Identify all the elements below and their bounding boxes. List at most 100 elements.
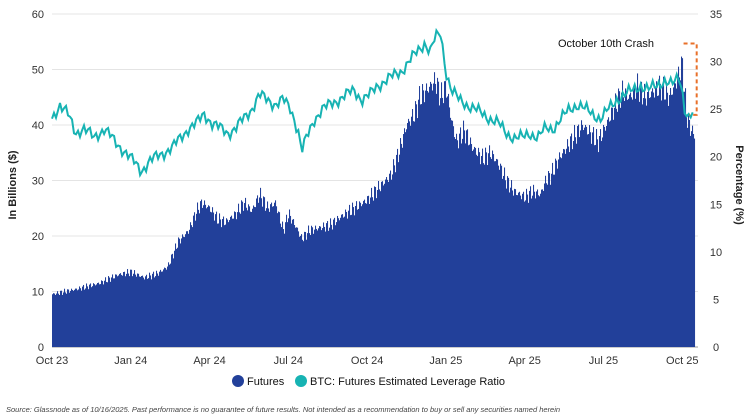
futures-bar [136,276,138,347]
futures-bar [679,77,681,348]
legend-leverage-marker [295,375,307,387]
futures-bar [232,218,234,347]
futures-bar [512,190,514,347]
futures-bar [571,133,573,347]
futures-bar [169,264,171,347]
right-tick-label: 35 [710,9,722,21]
futures-bar [468,145,470,347]
futures-bar [490,157,492,347]
futures-bar [301,234,303,347]
futures-bar [619,91,621,347]
futures-bar [125,276,127,347]
futures-bar [480,164,482,347]
futures-bar [259,197,261,347]
futures-bar [427,90,429,347]
october-crash-label: October 10th Crash [558,38,654,50]
futures-bar [481,156,483,347]
futures-bar [199,213,201,347]
futures-bar [270,204,272,347]
futures-bar [563,148,565,347]
futures-bar [306,239,308,347]
futures-bar [344,216,346,347]
futures-bar [221,227,223,347]
futures-bar [205,204,207,347]
futures-bar [290,215,292,347]
futures-bar [532,195,534,347]
futures-bar [140,276,142,347]
futures-bar [593,127,595,348]
futures-bar [94,284,96,347]
futures-bar [387,179,389,347]
futures-bar [599,136,601,347]
futures-bar [504,167,506,347]
futures-bar [462,138,464,347]
futures-bar [316,228,318,347]
futures-bar [203,205,205,347]
futures-bar [440,98,442,347]
futures-bar [325,231,327,347]
futures-bar [250,211,252,347]
futures-bar [399,154,401,347]
futures-bar [247,210,249,347]
futures-bar [663,76,665,348]
futures-bar [74,289,76,347]
futures-bar [84,289,86,347]
futures-bar [409,121,411,348]
right-axis-label: Percentage (%) [733,145,745,225]
futures-bar [445,81,447,347]
futures-bar [397,148,399,347]
futures-bar [120,273,122,347]
futures-bar [318,228,320,347]
futures-bar [248,204,250,347]
futures-bar [350,215,352,347]
futures-bar [351,214,353,347]
futures-bar [337,215,339,347]
futures-bar [298,231,300,347]
futures-bar [354,215,356,347]
futures-bar [648,89,650,348]
futures-bar [501,165,503,347]
futures-bar [367,196,369,347]
futures-bar [497,159,499,347]
futures-bar [441,82,443,347]
futures-bar [355,205,357,347]
futures-bar [620,107,622,347]
futures-bar [425,90,427,347]
futures-bar [407,122,409,348]
x-tick-label: Apr 25 [508,355,540,367]
futures-bar [518,192,520,347]
futures-bar [264,197,266,347]
futures-bar [388,181,390,347]
futures-bar [547,184,549,347]
futures-bar [456,133,458,347]
futures-bar [477,156,479,347]
futures-bar [617,111,619,347]
futures-bar [498,165,500,347]
left-tick-label: 10 [32,287,44,299]
futures-bar [230,216,232,347]
futures-bar [173,258,175,347]
futures-bar [478,147,480,347]
futures-bar [314,229,316,347]
futures-bar [123,272,125,347]
futures-bar [244,203,246,347]
futures-bar [686,114,688,347]
futures-bar [370,197,372,347]
futures-bar [438,81,440,347]
futures-bar [424,102,426,347]
futures-bar [239,212,241,347]
leverage-ratio-line [51,27,694,179]
futures-bar [346,211,348,347]
futures-bar [274,202,276,347]
futures-bar [447,96,449,347]
futures-bar [578,124,580,348]
futures-bar [690,135,692,347]
futures-bar [624,100,626,348]
futures-bar [508,177,510,347]
futures-bar [327,221,329,347]
futures-bar [646,105,648,347]
futures-bar [466,130,468,347]
futures-bar [73,290,75,347]
futures-bar [426,83,428,348]
